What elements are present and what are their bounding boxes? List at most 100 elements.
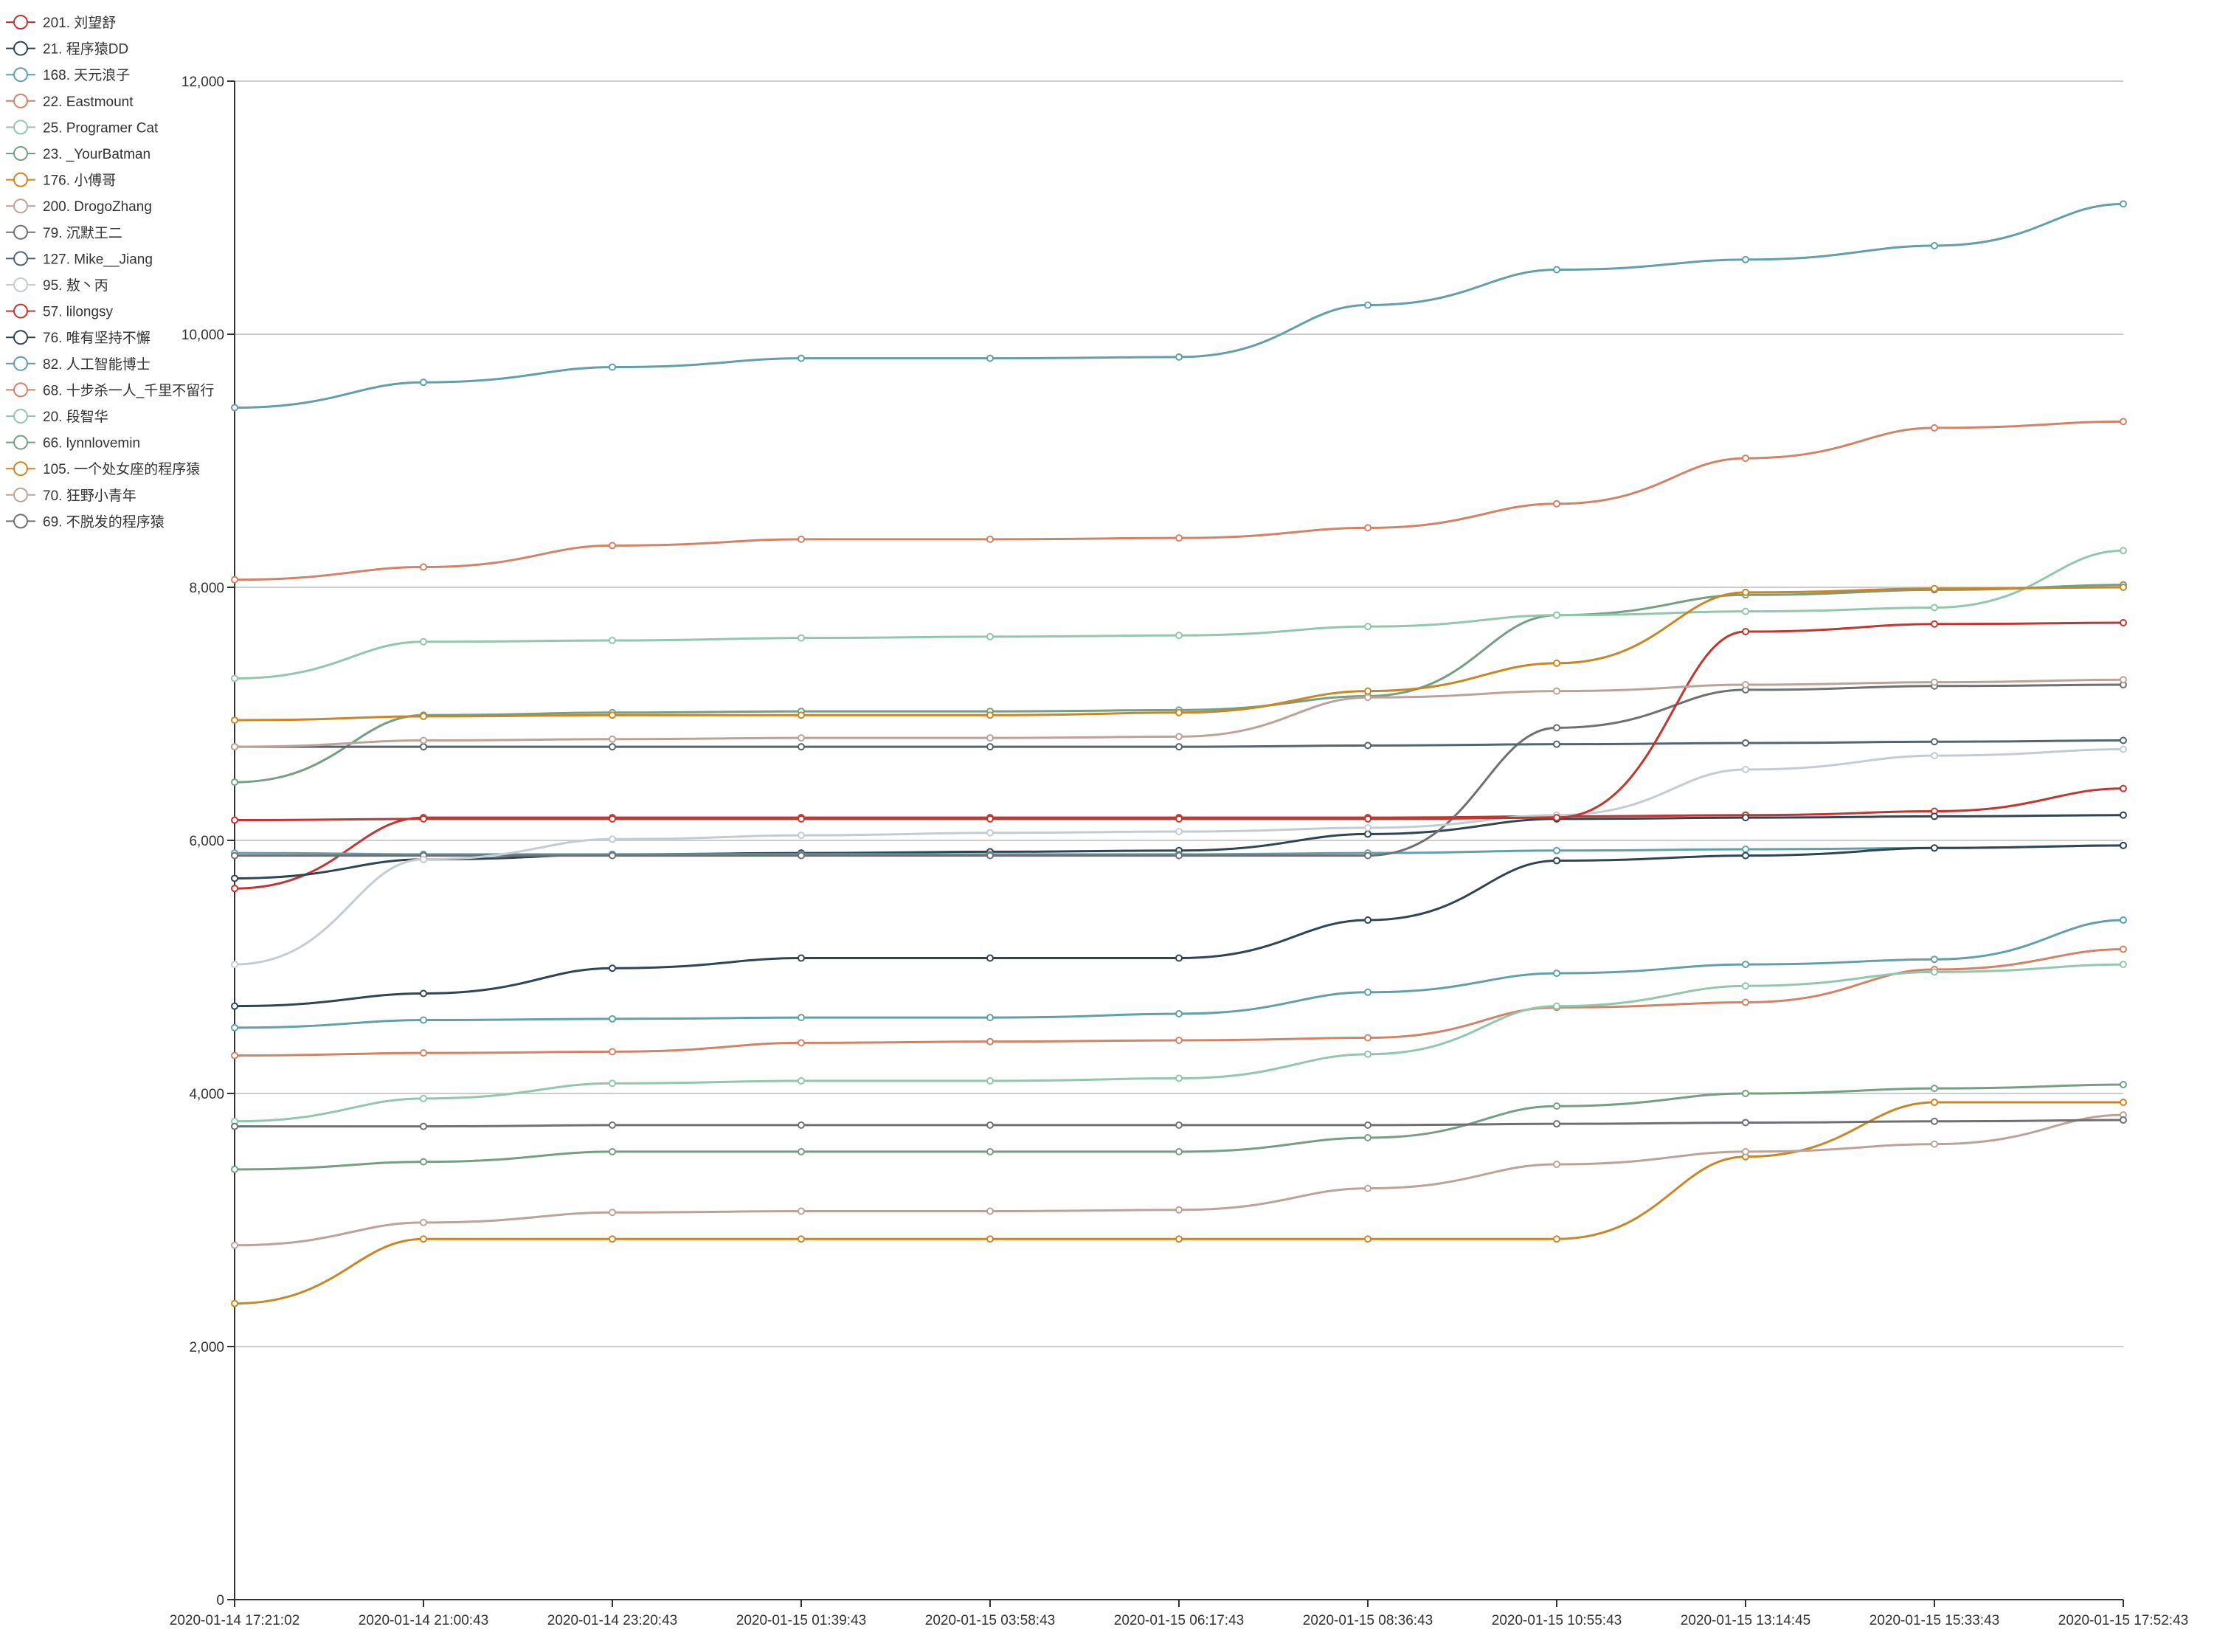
data-point [420, 815, 427, 823]
data-point [1364, 694, 1372, 702]
data-point [1175, 1074, 1183, 1082]
data-point [1364, 916, 1372, 925]
data-point [1364, 815, 1372, 823]
y-tick-label: 2,000 [189, 1340, 224, 1355]
series-group [231, 1116, 2127, 1130]
series-group [231, 736, 2127, 751]
legend-label: 79. 沉默王二 [43, 225, 122, 241]
data-point [2120, 1080, 2127, 1088]
series-line [234, 844, 2124, 856]
data-point [609, 637, 616, 645]
series-line [234, 621, 2124, 822]
series-line [234, 1101, 2123, 1305]
legend-label: 82. 人工智能博士 [43, 356, 151, 373]
data-point [231, 576, 238, 584]
data-point [231, 1122, 238, 1130]
legend-swatch-marker [13, 93, 28, 108]
x-tick-label: 2020-01-15 08:36:43 [1303, 1613, 1433, 1628]
data-point [1742, 1147, 1749, 1155]
data-point [798, 954, 805, 962]
legend-label: 168. 天元浪子 [43, 67, 130, 83]
data-point [1742, 628, 1749, 636]
data-point [609, 815, 616, 823]
legend-label: 127. Mike__Jiang [43, 252, 153, 267]
legend-label: 70. 狂野小青年 [43, 488, 136, 504]
data-point [1931, 1085, 1938, 1093]
data-point [1931, 1140, 1938, 1148]
series-line [234, 1083, 2124, 1171]
data-point [1553, 724, 1560, 732]
data-point [798, 832, 805, 840]
data-point [798, 734, 805, 742]
data-point [986, 632, 994, 640]
data-point [231, 743, 238, 751]
x-tick-label: 2020-01-14 23:20:43 [547, 1613, 677, 1628]
series-line [234, 814, 2124, 879]
legend-item: 57. lilongsy [6, 303, 114, 320]
data-point [798, 1121, 805, 1129]
legend-swatch-marker [13, 514, 28, 529]
x-tick-label: 2020-01-15 03:58:43 [925, 1613, 1055, 1628]
data-point [1742, 455, 1749, 463]
y-tick-label: 0 [216, 1593, 224, 1608]
data-point [609, 835, 616, 843]
legend-label: 22. Eastmount [43, 94, 134, 110]
data-point [420, 1158, 427, 1166]
legend-swatch-marker [13, 435, 28, 450]
data-point [231, 674, 238, 682]
data-point [231, 961, 238, 969]
legend-swatch-marker [13, 487, 28, 502]
data-point [1742, 1119, 1749, 1127]
data-point [231, 816, 238, 824]
legend-swatch-marker [13, 409, 28, 424]
legend-item: 82. 人工智能博士 [6, 356, 151, 373]
x-tick-label: 2020-01-15 06:17:43 [1114, 1613, 1244, 1628]
data-point [986, 1207, 994, 1215]
data-point [1175, 534, 1183, 542]
data-point [2120, 1099, 2127, 1107]
data-point [1364, 742, 1372, 750]
data-point [1931, 968, 1938, 976]
data-point [1364, 1050, 1372, 1058]
data-point [986, 1014, 994, 1022]
data-point [1553, 846, 1560, 854]
x-tick-label: 2020-01-15 17:52:43 [2058, 1613, 2188, 1628]
legend-item: 76. 唯有坚持不懈 [6, 330, 151, 346]
data-point [1553, 687, 1560, 695]
data-point [2120, 584, 2127, 591]
data-point [798, 1014, 805, 1022]
data-point [1931, 844, 1938, 852]
data-point [1931, 678, 1938, 686]
series-group [231, 619, 2127, 824]
data-point [2120, 418, 2127, 426]
data-point [798, 354, 805, 362]
data-point [1553, 500, 1560, 508]
data-point [1553, 970, 1560, 978]
data-point [609, 1121, 616, 1129]
data-point [1931, 241, 1938, 249]
legend-swatch-marker [13, 146, 28, 161]
series-group [231, 681, 2127, 860]
legend-swatch-marker [13, 251, 28, 266]
legend-item: 176. 小傅哥 [6, 172, 116, 189]
data-point [231, 1165, 238, 1173]
data-point [231, 874, 238, 882]
data-point [1553, 1120, 1560, 1128]
data-point [1175, 743, 1183, 751]
data-point [1931, 1099, 1938, 1107]
legend-item: 105. 一个处女座的程序猿 [6, 461, 200, 477]
data-point [2120, 916, 2127, 925]
data-point [609, 1235, 616, 1243]
data-point [420, 712, 427, 720]
data-point [1364, 988, 1372, 996]
legend-item: 69. 不脱发的程序猿 [6, 514, 165, 530]
data-point [1553, 814, 1560, 822]
data-point [1175, 954, 1183, 962]
legend-swatch-marker [13, 461, 28, 477]
legend-item: 21. 程序猿DD [6, 41, 128, 58]
data-point [1553, 857, 1560, 865]
data-point [231, 1241, 238, 1249]
data-point [420, 989, 427, 998]
data-point [1175, 827, 1183, 835]
legend-swatch-marker [13, 303, 28, 319]
